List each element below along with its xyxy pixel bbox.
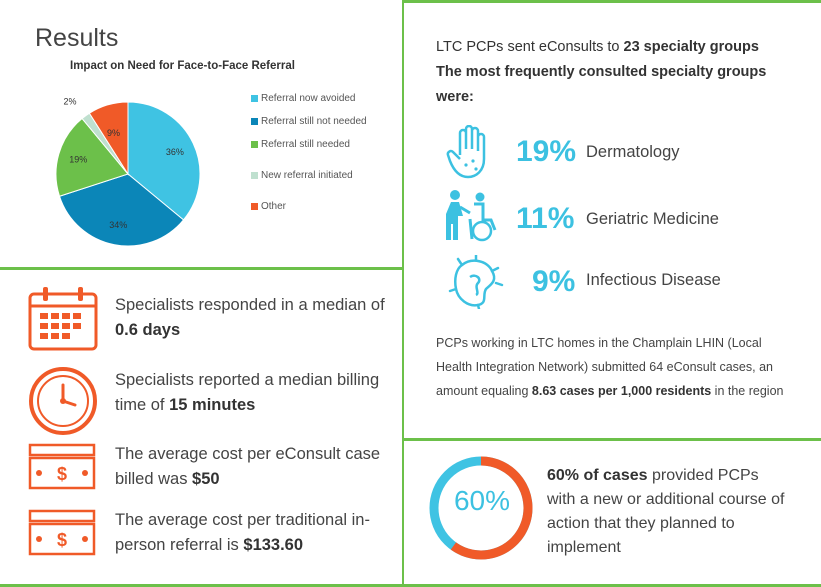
legend-item: Referral still not needed	[251, 115, 391, 128]
pie-slice-1	[58, 173, 185, 247]
money-icon: $	[28, 443, 96, 490]
results-chart-panel: Results Impact on Need for Face-to-Face …	[0, 0, 404, 270]
wheelchair-icon	[446, 190, 497, 242]
specialty-name-dermatology: Dermatology	[586, 143, 680, 161]
clock-icon	[29, 367, 97, 435]
legend-item: Referral still needed	[251, 138, 391, 151]
legend-label: Referral still not needed	[261, 116, 367, 127]
legend-item: New referral initiated	[251, 169, 391, 182]
specialty-pct-dermatology: 19%	[516, 135, 577, 168]
legend-swatch	[251, 172, 258, 179]
legend-swatch	[251, 141, 258, 148]
hand-icon	[446, 125, 486, 179]
stats-panel: Specialists responded in a median of 0.6…	[0, 267, 404, 587]
chart-title: Impact on Need for Face-to-Face Referral	[70, 60, 295, 72]
svg-text:$: $	[57, 530, 67, 550]
legend-swatch	[251, 118, 258, 125]
stat-billing-time: Specialists reported a median billing ti…	[115, 371, 380, 414]
pie-slice-2	[55, 117, 129, 197]
virus-icon	[448, 255, 504, 309]
pie-label-3: 2%	[64, 96, 77, 106]
legend-label: Referral now avoided	[261, 93, 356, 104]
money-icon: $	[28, 509, 96, 556]
pie-slice-0	[127, 101, 201, 221]
stat-response-time: Specialists responded in a median of 0.6…	[115, 296, 385, 339]
results-title: Results	[35, 24, 119, 52]
specialty-panel: LTC PCPs sent eConsults to 23 specialty …	[402, 0, 821, 441]
pie-label-0: 36%	[166, 147, 184, 157]
outcome-donut	[429, 456, 533, 560]
legend-swatch	[251, 203, 258, 210]
outcome-text: 60% of cases provided PCPs with a new or…	[547, 467, 785, 556]
specialty-note: PCPs working in LTC homes in the Champla…	[436, 336, 784, 398]
legend-swatch	[251, 95, 258, 102]
pie-label-2: 19%	[69, 155, 87, 165]
legend-label: New referral initiated	[261, 170, 353, 181]
stat-econsult-cost: The average cost per eConsult case bille…	[115, 445, 381, 488]
specialty-pct-infectious: 9%	[532, 265, 576, 298]
calendar-icon	[28, 287, 98, 351]
specialty-pct-geriatric: 11%	[516, 202, 575, 235]
donut-fill	[450, 456, 533, 560]
pie-slice-4	[88, 101, 129, 176]
legend-label: Other	[261, 201, 287, 212]
outcome-panel: 60% 60% of cases provided PCPs with a ne…	[402, 438, 821, 587]
pie-label-4: 9%	[107, 128, 120, 138]
pie-chart: 36% 34% 19% 2% 9%	[55, 96, 201, 247]
legend-item: Referral now avoided	[251, 92, 391, 105]
chart-legend: Referral now avoided Referral still not n…	[251, 92, 391, 213]
svg-text:$: $	[57, 464, 67, 484]
specialty-name-geriatric: Geriatric Medicine	[586, 210, 719, 228]
stat-referral-cost: The average cost per traditional in-pers…	[115, 511, 370, 554]
specialty-name-infectious: Infectious Disease	[586, 271, 721, 289]
legend-item: Other	[251, 200, 391, 213]
specialty-intro: LTC PCPs sent eConsults to 23 specialty …	[436, 39, 767, 105]
legend-label: Referral still needed	[261, 139, 350, 150]
donut-label: 60%	[453, 485, 511, 516]
pie-label-1: 34%	[109, 220, 127, 230]
